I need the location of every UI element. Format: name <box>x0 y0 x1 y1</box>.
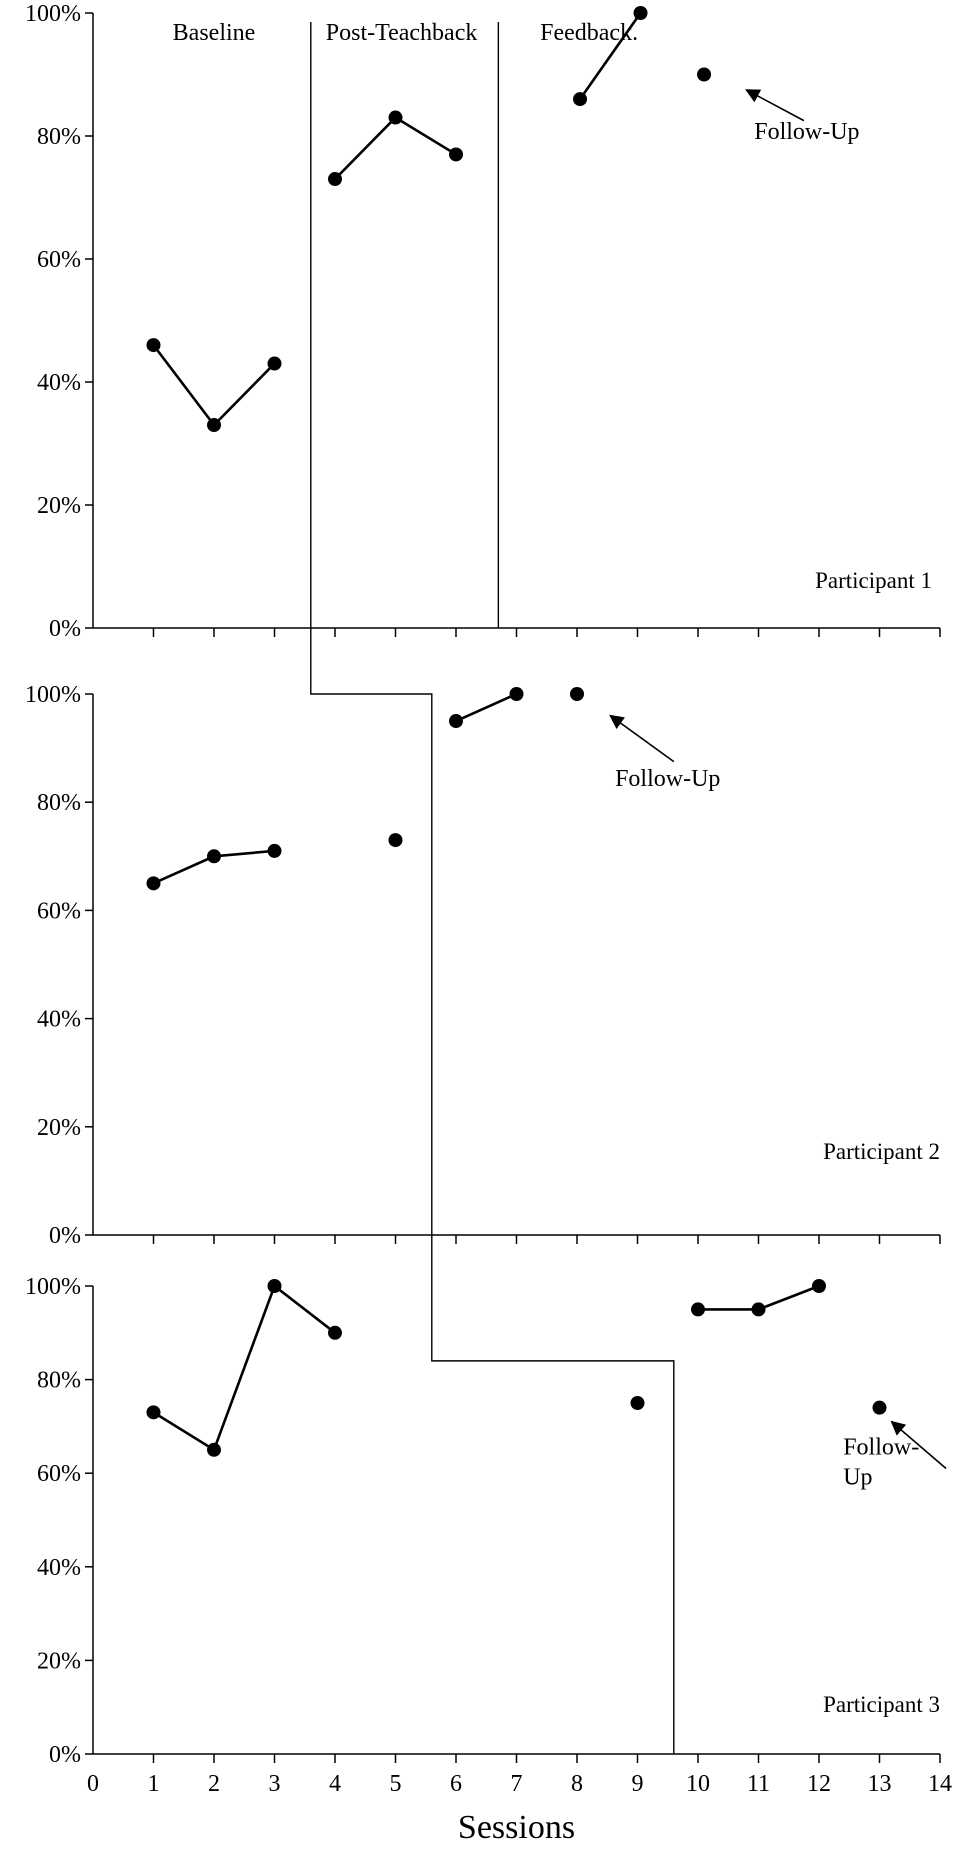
y-tick-label: 20% <box>37 1648 81 1674</box>
y-tick-label: 0% <box>49 1223 81 1249</box>
data-point-panel-3 <box>872 1400 887 1415</box>
x-tick-label: 1 <box>148 1771 160 1797</box>
x-tick-label: 14 <box>928 1771 952 1797</box>
y-tick-label: 100% <box>25 682 81 708</box>
x-tick-label: 3 <box>269 1771 281 1797</box>
participant-label: Participant 2 <box>823 1139 940 1164</box>
x-tick-label: 6 <box>450 1771 462 1797</box>
follow-up-label: Follow-Up <box>754 119 859 145</box>
x-tick-label: 0 <box>87 1771 99 1797</box>
y-tick-label: 20% <box>37 493 81 519</box>
y-tick-label: 40% <box>37 370 81 396</box>
data-point-panel-1 <box>207 418 221 433</box>
participant-label: Participant 1 <box>815 568 932 593</box>
data-point-panel-1 <box>633 6 648 20</box>
y-tick-label: 0% <box>49 1742 81 1768</box>
x-tick-label: 12 <box>807 1771 831 1797</box>
x-tick-label: 9 <box>632 1771 644 1797</box>
follow-up-label: Follow- <box>843 1434 919 1460</box>
data-point-panel-1 <box>573 92 588 107</box>
data-point-panel-2 <box>388 833 403 848</box>
data-point-panel-1 <box>328 172 342 187</box>
data-point-panel-3 <box>146 1405 161 1420</box>
x-tick-label: 10 <box>686 1771 710 1797</box>
phase-change-line-baseline <box>310 22 675 1754</box>
y-tick-label: 80% <box>37 790 81 816</box>
data-point-panel-2 <box>509 687 524 701</box>
participant-label: Participant 3 <box>823 1692 940 1717</box>
follow-up-arrow <box>609 714 675 763</box>
y-tick-label: 60% <box>37 247 81 273</box>
phase-label-baseline: Baseline <box>173 20 256 46</box>
data-point-panel-1 <box>697 67 712 82</box>
y-tick-label: 60% <box>37 898 81 924</box>
data-point-panel-2 <box>207 849 221 864</box>
follow-up-label: Up <box>843 1464 872 1490</box>
y-tick-label: 60% <box>37 1461 81 1487</box>
series-line-panel-3 <box>152 1283 336 1452</box>
data-point-panel-1 <box>267 356 282 371</box>
y-tick-label: 0% <box>49 616 81 642</box>
follow-up-arrow <box>890 1420 947 1470</box>
y-tick-label: 100% <box>25 1 81 27</box>
data-point-panel-3 <box>812 1279 826 1293</box>
data-point-panel-2 <box>449 714 463 729</box>
data-point-panel-3 <box>267 1279 282 1293</box>
follow-up-label: Follow-Up <box>615 766 720 792</box>
series-line-panel-1 <box>334 115 457 180</box>
data-point-panel-3 <box>630 1396 645 1410</box>
data-point-panel-1 <box>449 147 463 162</box>
data-point-panel-3 <box>691 1302 705 1317</box>
x-tick-label: 4 <box>329 1771 341 1797</box>
follow-up-arrow <box>745 89 805 122</box>
x-tick-label: 8 <box>571 1771 583 1797</box>
y-tick-label: 80% <box>37 124 81 150</box>
data-point-panel-3 <box>328 1325 342 1340</box>
x-tick-label: 2 <box>208 1771 220 1797</box>
data-point-panel-3 <box>751 1302 766 1317</box>
data-point-panel-3 <box>207 1442 221 1457</box>
x-tick-label: 13 <box>868 1771 892 1797</box>
series-line-panel-1 <box>578 12 642 100</box>
y-tick-label: 20% <box>37 1115 81 1141</box>
data-point-panel-1 <box>146 338 161 353</box>
x-axis-title: Sessions <box>458 1809 575 1846</box>
y-tick-label: 80% <box>37 1368 81 1394</box>
phase-label-feedback: Feedback. <box>540 20 638 46</box>
series-line-panel-1 <box>152 344 276 428</box>
data-point-panel-2 <box>570 687 584 701</box>
data-point-panel-2 <box>146 876 161 891</box>
series-line-panel-2 <box>455 692 518 723</box>
x-tick-label: 11 <box>747 1771 770 1797</box>
y-tick-label: 100% <box>25 1274 81 1300</box>
data-point-panel-1 <box>388 110 403 125</box>
x-tick-label: 7 <box>511 1771 523 1797</box>
y-tick-label: 40% <box>37 1007 81 1033</box>
data-point-panel-2 <box>267 843 282 858</box>
y-tick-label: 40% <box>37 1555 81 1581</box>
phase-label-post-teachback: Post-Teachback <box>326 20 478 46</box>
x-tick-label: 5 <box>390 1771 402 1797</box>
